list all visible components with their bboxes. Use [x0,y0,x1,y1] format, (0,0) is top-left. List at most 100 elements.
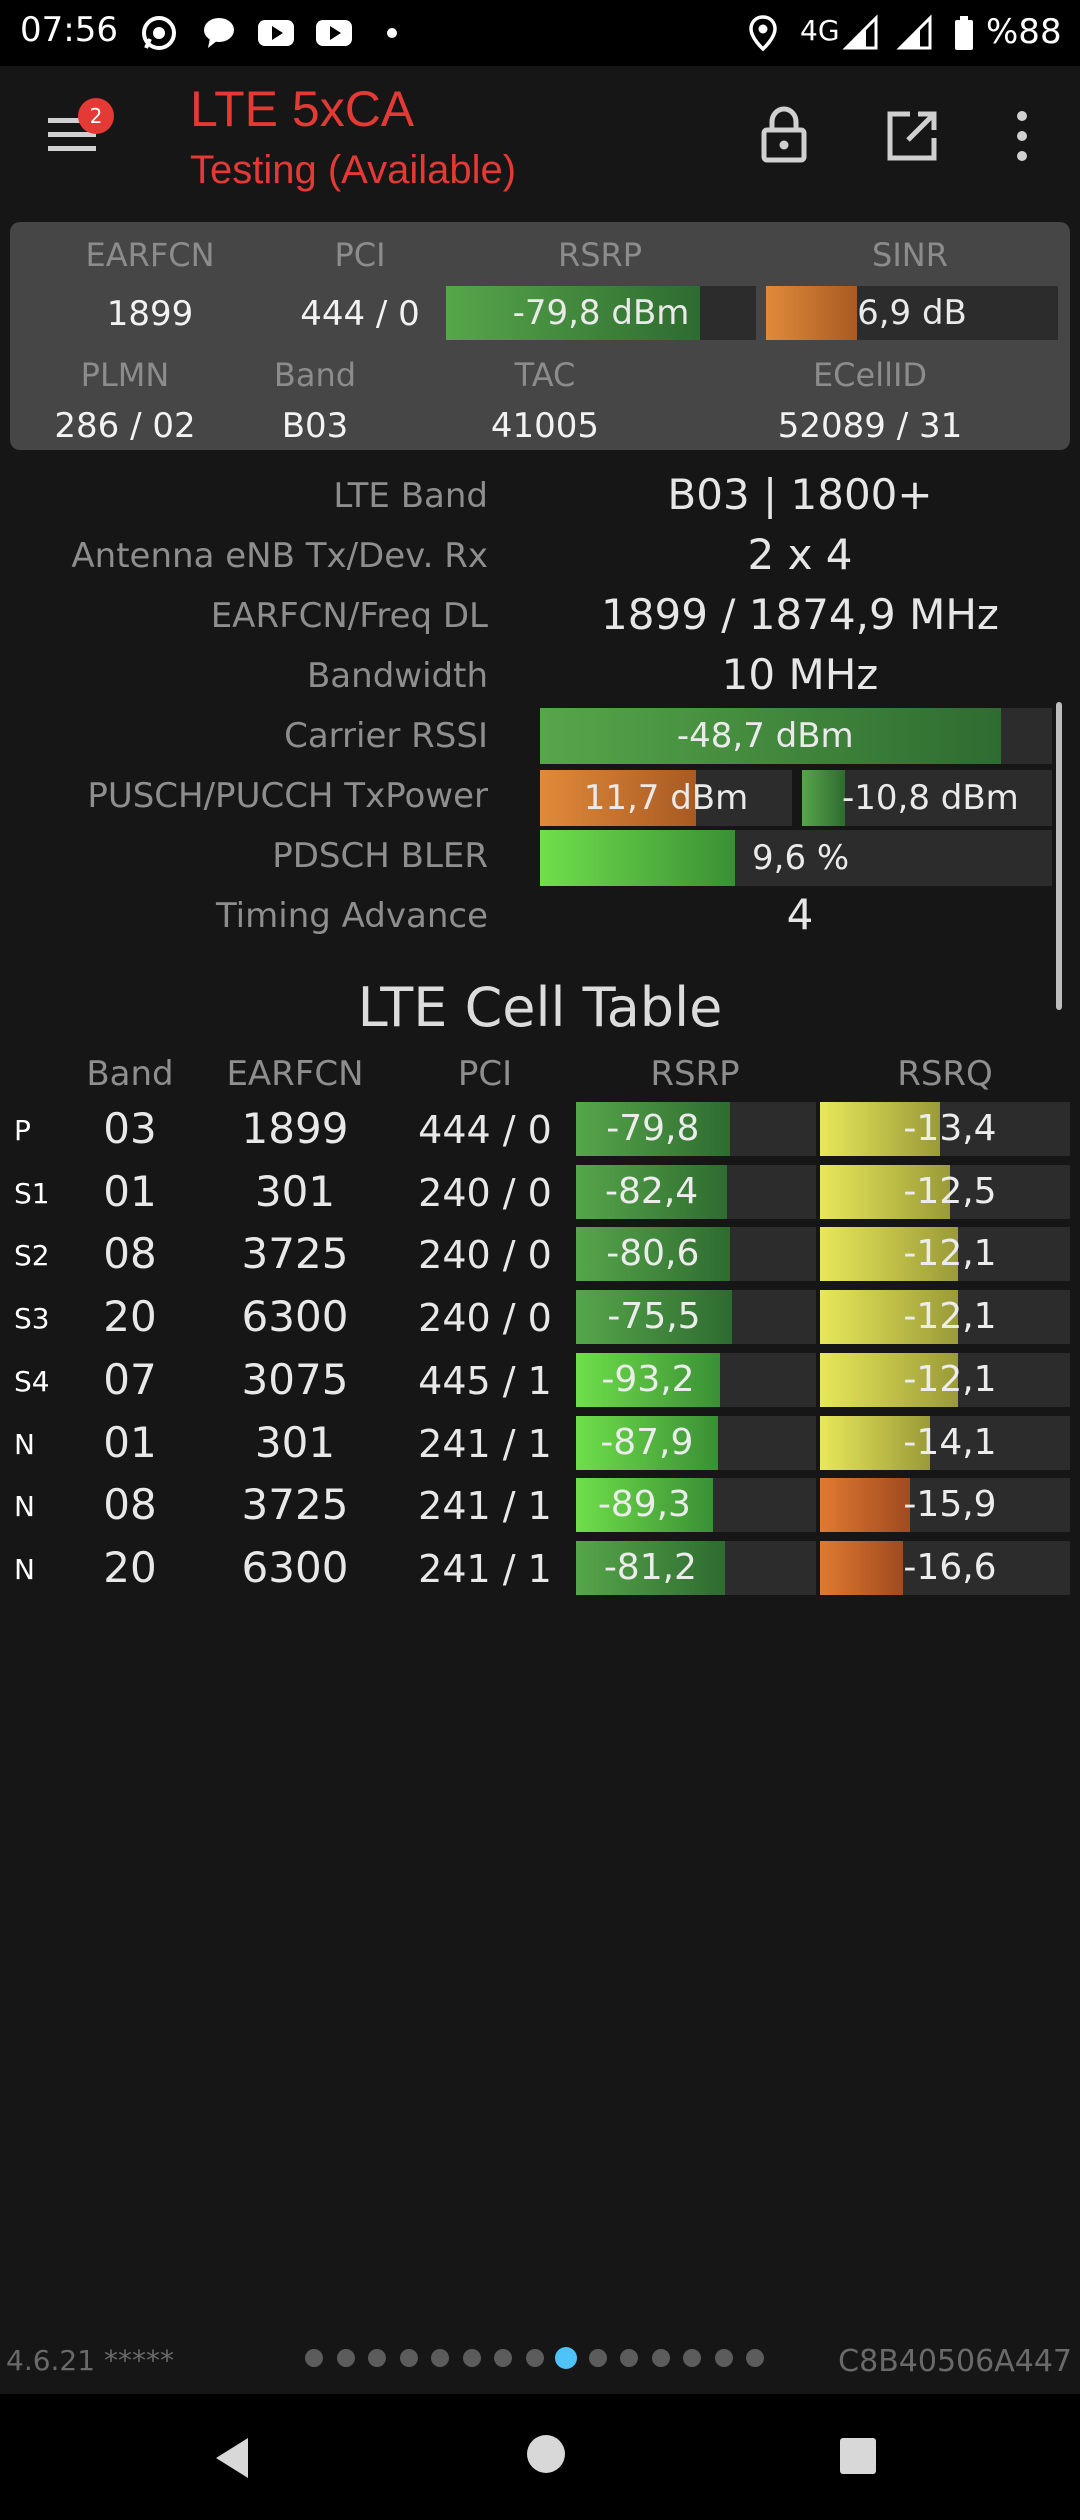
cell-rsrp-value: -75,5 [607,1296,701,1338]
cell-rsrp-value: -89,3 [597,1484,691,1526]
cell-pci: 445 / 1 [418,1358,552,1403]
cell-band: 08 [103,1480,157,1530]
battery-icon [952,14,976,52]
cell-rsrp-value: -93,2 [601,1358,695,1400]
plmn-header: PLMN [80,356,170,394]
cell-rsrq-bar-fill [820,1102,940,1156]
page-dot[interactable] [431,2349,449,2367]
cell-band: 20 [103,1292,157,1342]
cell-pci: 241 / 1 [418,1546,552,1591]
carrier-rssi-label: Carrier RSSI [284,716,488,756]
cell-rsrq-bar-fill [820,1540,903,1595]
back-button[interactable] [210,2434,254,2482]
tac-header: TAC [514,356,576,394]
sinr-header: SINR [872,236,948,274]
page-dot[interactable] [525,2349,544,2367]
youtube-icon [314,14,354,52]
pucch-power-bar: -10,8 dBm [802,770,1052,826]
cell-pci: 241 / 1 [418,1421,552,1466]
lock-button[interactable] [756,104,812,164]
lte-band-value: B03 | 1800+ [667,470,933,519]
home-icon [527,2435,565,2473]
cell-rsrq-bar: -12,1 [820,1227,1070,1282]
app-toolbar [0,66,1080,216]
col-header-rsrq: RSRQ [897,1054,993,1094]
page-dot[interactable] [462,2349,481,2367]
cell-rsrp-value: -81,2 [603,1546,697,1588]
cell-band: 08 [103,1229,157,1279]
cell-table-title: LTE Cell Table [357,976,723,1039]
cell-earfcn: 3725 [241,1480,349,1530]
cell-earfcn: 301 [254,1166,336,1216]
page-dot[interactable] [336,2349,355,2367]
pusch-power-bar: 11,7 dBm [540,770,792,826]
recents-icon [840,2438,876,2474]
sinr-bar-fill [766,286,857,340]
cell-rsrq-value: -14,1 [903,1421,997,1463]
pdsch-bler-bar: 9,6 % [540,830,1052,886]
cell-row-tag: P [14,1114,31,1147]
cell-rsrq-bar-fill [820,1352,958,1407]
earfcn-freq-value: 1899 / 1874,9 MHz [601,590,999,639]
timing-advance-label: Timing Advance [215,896,488,936]
page-subtitle: Testing (Available) [190,148,517,192]
cell-row-tag: N [14,1427,35,1461]
tac-value: 41005 [490,406,600,446]
cell-rsrq-value: -12,5 [903,1170,997,1212]
antenna-value: 2 x 4 [747,530,853,579]
page-dot[interactable] [683,2349,701,2367]
battery-percent: %88 [986,12,1062,52]
more-options-button[interactable] [1006,108,1038,164]
cell-earfcn: 3725 [241,1229,349,1279]
cell-rsrq-bar-fill [820,1290,958,1345]
rsrp-bar-fill [446,286,701,340]
page-dot[interactable] [494,2349,512,2367]
page-dot[interactable] [746,2349,764,2367]
cell-rsrp-bar-fill [576,1290,732,1345]
page-dot[interactable] [714,2349,733,2367]
page-dot[interactable] [651,2349,670,2367]
cell-row-tag: N [14,1552,35,1586]
rsrp-bar: -79,8 dBm [446,286,756,340]
cell-rsrq-value: -12,1 [903,1233,997,1275]
menu-button[interactable] [44,112,100,156]
pucch-power-bar-fill [802,770,845,826]
cell-band: 01 [103,1166,157,1216]
scrollbar[interactable] [1056,702,1062,1010]
cell-rsrq-bar: -15,9 [820,1478,1070,1533]
network-type: 4G [800,14,840,47]
page-dot[interactable] [620,2349,638,2367]
page-dot[interactable] [399,2349,418,2367]
cell-earfcn: 6300 [241,1292,349,1342]
bandwidth-value: 10 MHz [721,650,879,699]
cell-rsrq-bar-fill [820,1415,930,1470]
col-header-pci: PCI [457,1054,513,1094]
page-dot[interactable] [588,2349,607,2367]
col-header-earfcn: EARFCN [226,1054,364,1094]
page-dot[interactable] [368,2349,386,2367]
whatsapp-icon [140,14,180,52]
cell-rsrp-bar-fill [576,1352,720,1407]
page-dot[interactable] [555,2347,577,2369]
pusch-power-bar-fill [540,770,697,826]
pdsch-bler-label: PDSCH BLER [272,836,488,876]
home-button[interactable] [524,2432,568,2476]
cell-rsrp-value: -79,8 [606,1108,700,1149]
navigation-bar [0,2394,1080,2520]
open-external-button[interactable] [884,108,940,164]
sinr-bar: 6,9 dB [766,286,1058,340]
open-external-icon [887,111,937,161]
menu-icon [48,118,96,151]
dot-icon [382,14,422,52]
notification-badge: 2 [78,98,114,134]
ecellid-value: 52089 / 31 [777,406,963,446]
cell-rsrq-value: -13,4 [903,1108,997,1149]
cell-pci: 240 / 0 [418,1170,552,1215]
cell-row-tag: N [14,1490,35,1524]
cell-band: 20 [103,1542,157,1592]
cell-rsrq-value: -16,6 [903,1546,997,1588]
cell-rsrp-bar-fill [576,1415,718,1470]
cell-row-tag: S2 [14,1239,50,1273]
page-dot[interactable] [305,2349,323,2367]
recents-button[interactable] [838,2436,878,2476]
